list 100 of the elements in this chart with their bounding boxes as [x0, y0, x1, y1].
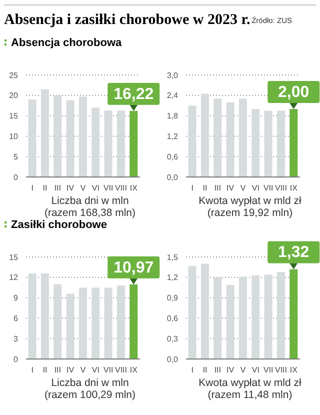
x-tick-label: I: [191, 366, 194, 375]
x-tick-label: IV: [66, 366, 75, 375]
y-tick-label: 0,6: [166, 314, 179, 324]
bar: [188, 106, 196, 177]
x-tick-label: II: [42, 184, 48, 193]
x-tick-label: IX: [130, 184, 138, 193]
y-tick-label: 15: [9, 252, 19, 262]
x-tick-label: VI: [92, 184, 100, 193]
bar: [276, 110, 285, 177]
x-tick-label: VIII: [114, 184, 128, 193]
x-tick-label: VII: [263, 366, 274, 375]
y-tick-label: 3,0: [166, 70, 179, 80]
x-tick-label: VIII: [274, 366, 288, 375]
x-tick-label: VI: [92, 366, 100, 375]
data-label: 1,32: [278, 244, 310, 262]
bar: [238, 276, 247, 359]
x-tick-label: VIII: [274, 184, 288, 193]
x-tick-label: III: [54, 366, 62, 375]
x-tick-label: V: [80, 366, 86, 375]
y-tick-label: 12: [9, 273, 19, 282]
y-tick-label: 2,4: [166, 91, 179, 100]
bar: [116, 286, 125, 359]
x-tick-label: VI: [252, 366, 260, 375]
chart-subtitle: Zasiłki chorobowe: [10, 219, 107, 231]
x-axis-title: Liczba dni w mln (razem 100,29 mln): [43, 376, 137, 401]
y-tick-label: 0,0: [166, 354, 179, 364]
x-tick-label: V: [240, 184, 246, 193]
x-tick-label: VI: [252, 184, 260, 193]
x-tick-label: III: [54, 184, 62, 193]
bar: [104, 110, 112, 177]
bar: [238, 98, 247, 177]
x-tick-label: II: [42, 366, 48, 375]
x-tick-label: II: [202, 184, 208, 193]
data-label: 16,22: [114, 86, 154, 103]
x-tick-label: V: [80, 184, 86, 193]
bar: [78, 96, 87, 177]
bar: [92, 108, 100, 177]
bar: [252, 109, 260, 177]
x-tick-label: IX: [290, 184, 298, 193]
y-tick-label: 1,2: [166, 273, 179, 282]
chart-title: Absencja i zasiłki chorobowe w 2023 r.: [4, 12, 250, 28]
bar: [28, 273, 36, 359]
bar: [40, 273, 49, 359]
bar: [252, 275, 260, 359]
y-tick-label: 5: [14, 152, 19, 162]
bar: [276, 272, 285, 359]
bar: [78, 288, 87, 359]
bar: [200, 94, 209, 177]
x-axis-title: Kwota wypłat w mld zł (razem 19,92 mln): [198, 194, 302, 219]
bar: [200, 264, 209, 359]
x-tick-label: IV: [226, 366, 235, 375]
y-tick-label: 0,9: [166, 294, 179, 303]
bar: [226, 284, 234, 359]
y-tick-label: 15: [9, 112, 19, 121]
y-tick-label: 0: [14, 354, 19, 364]
y-tick-label: 0,0: [166, 172, 179, 182]
x-tick-label: I: [31, 366, 34, 375]
y-tick-label: 9: [14, 294, 19, 303]
bar: [116, 110, 125, 177]
data-label: 10,97: [114, 259, 154, 276]
bar: [188, 266, 196, 359]
x-tick-label: I: [191, 184, 194, 193]
y-tick-label: 10: [9, 132, 19, 142]
y-tick-label: 20: [9, 91, 19, 100]
chart-subtitle: Absencja chorobowa: [10, 37, 122, 49]
y-tick-label: 6: [14, 314, 19, 324]
bar: [66, 100, 74, 177]
x-tick-label: I: [31, 184, 34, 193]
bar: [264, 110, 272, 177]
y-tick-label: 3: [14, 334, 19, 344]
x-tick-label: IX: [130, 366, 138, 375]
y-tick-label: 1,2: [166, 132, 179, 142]
x-tick-label: VII: [263, 184, 274, 193]
x-tick-label: VII: [103, 184, 114, 193]
bar: [104, 288, 112, 359]
y-tick-label: 0,6: [166, 152, 179, 162]
bar: [54, 284, 62, 359]
bar: [28, 99, 36, 177]
x-tick-label: IV: [226, 184, 235, 193]
bar: [264, 274, 272, 359]
bar: [40, 89, 49, 177]
x-tick-label: V: [240, 366, 246, 375]
y-tick-label: 0: [14, 172, 19, 182]
x-axis-title: Liczba dni w mln (razem 168,38 mln): [43, 194, 137, 219]
x-tick-label: IX: [290, 366, 298, 375]
x-tick-label: VII: [103, 366, 114, 375]
bar: [66, 294, 74, 359]
bar: [214, 277, 222, 359]
bar: [92, 288, 100, 359]
y-tick-label: 1,8: [166, 112, 179, 121]
x-tick-label: III: [214, 366, 222, 375]
x-tick-label: II: [202, 366, 208, 375]
bar: [226, 102, 234, 177]
x-axis-title: Kwota wypłat w mld zł (razem 11,48 mln): [198, 376, 302, 401]
data-label: 2,00: [278, 84, 310, 101]
x-tick-label: VIII: [114, 366, 128, 375]
bar: [214, 98, 222, 177]
bar: [54, 95, 62, 177]
y-tick-label: 0,3: [166, 334, 179, 344]
x-tick-label: III: [214, 184, 222, 193]
